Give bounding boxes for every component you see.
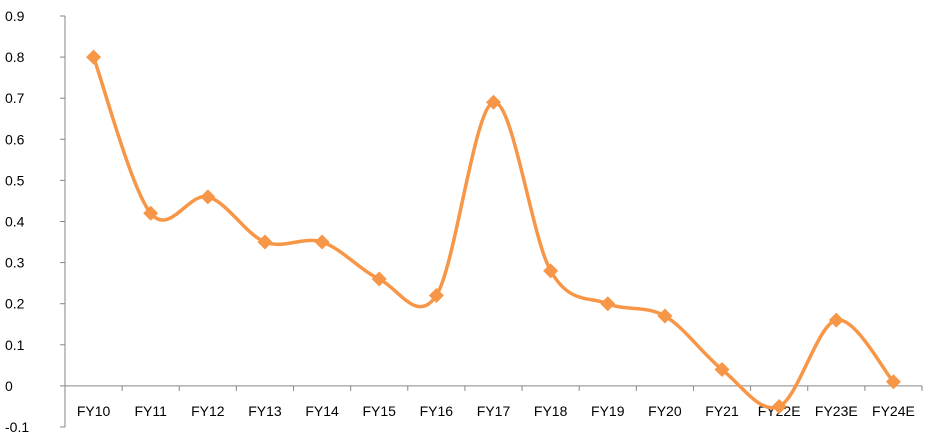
data-point-marker xyxy=(257,234,273,250)
y-tick-label: -0.1 xyxy=(5,419,29,435)
x-tick-label: FY21 xyxy=(705,403,739,419)
data-point-marker xyxy=(314,234,330,250)
data-point-marker xyxy=(86,49,102,65)
data-point-marker xyxy=(714,361,730,377)
y-tick-label: 0.5 xyxy=(5,172,25,188)
axes xyxy=(64,16,922,427)
y-tick-label: 0.1 xyxy=(5,337,25,353)
data-point-marker xyxy=(600,296,616,312)
y-tick-label: 0.3 xyxy=(5,255,25,271)
data-point-marker xyxy=(543,263,559,279)
data-point-marker xyxy=(657,308,673,324)
x-tick-label: FY18 xyxy=(534,403,568,419)
y-tick-label: 0.8 xyxy=(5,49,25,65)
x-tick-label: FY13 xyxy=(248,403,282,419)
data-point-marker xyxy=(371,271,387,287)
data-point-marker xyxy=(486,94,501,110)
x-tick-label: FY12 xyxy=(191,403,225,419)
y-tick-label: 0.7 xyxy=(5,90,25,106)
x-tick-label: FY20 xyxy=(648,403,682,419)
data-point-marker xyxy=(828,312,844,328)
x-tick-label: FY15 xyxy=(362,403,396,419)
data-point-marker xyxy=(885,374,901,390)
y-tick-label: 0.4 xyxy=(5,214,25,230)
data-point-marker xyxy=(771,398,787,414)
y-tick-label: 0 xyxy=(5,378,13,394)
data-point-marker xyxy=(143,205,159,221)
y-tick-label: 0.6 xyxy=(5,131,25,147)
x-tick-label: FY10 xyxy=(77,403,111,419)
x-tick-label: FY14 xyxy=(305,403,339,419)
data-point-marker xyxy=(428,287,444,303)
x-tick-label: FY19 xyxy=(591,403,625,419)
x-axis-ticks: FY10 FY11 FY12 FY13 FY14 FY15 FY16 FY17 FY18 FY19… xyxy=(64,385,923,419)
y-axis-ticks: -0.1 0 0.1 0.2 0.3 0.4 0.5 0.6 0.7 0.8 0.9 xyxy=(5,8,65,435)
x-tick-label: FY17 xyxy=(477,403,511,419)
y-tick-label: 0.2 xyxy=(5,296,25,312)
x-tick-label: FY11 xyxy=(134,403,167,419)
x-tick-label: FY23E xyxy=(815,403,858,419)
y-tick-label: 0.9 xyxy=(5,8,25,24)
x-tick-label: FY16 xyxy=(420,403,454,419)
data-point-marker xyxy=(200,189,216,205)
x-tick-label: FY24E xyxy=(872,403,915,419)
series-group xyxy=(86,49,901,414)
